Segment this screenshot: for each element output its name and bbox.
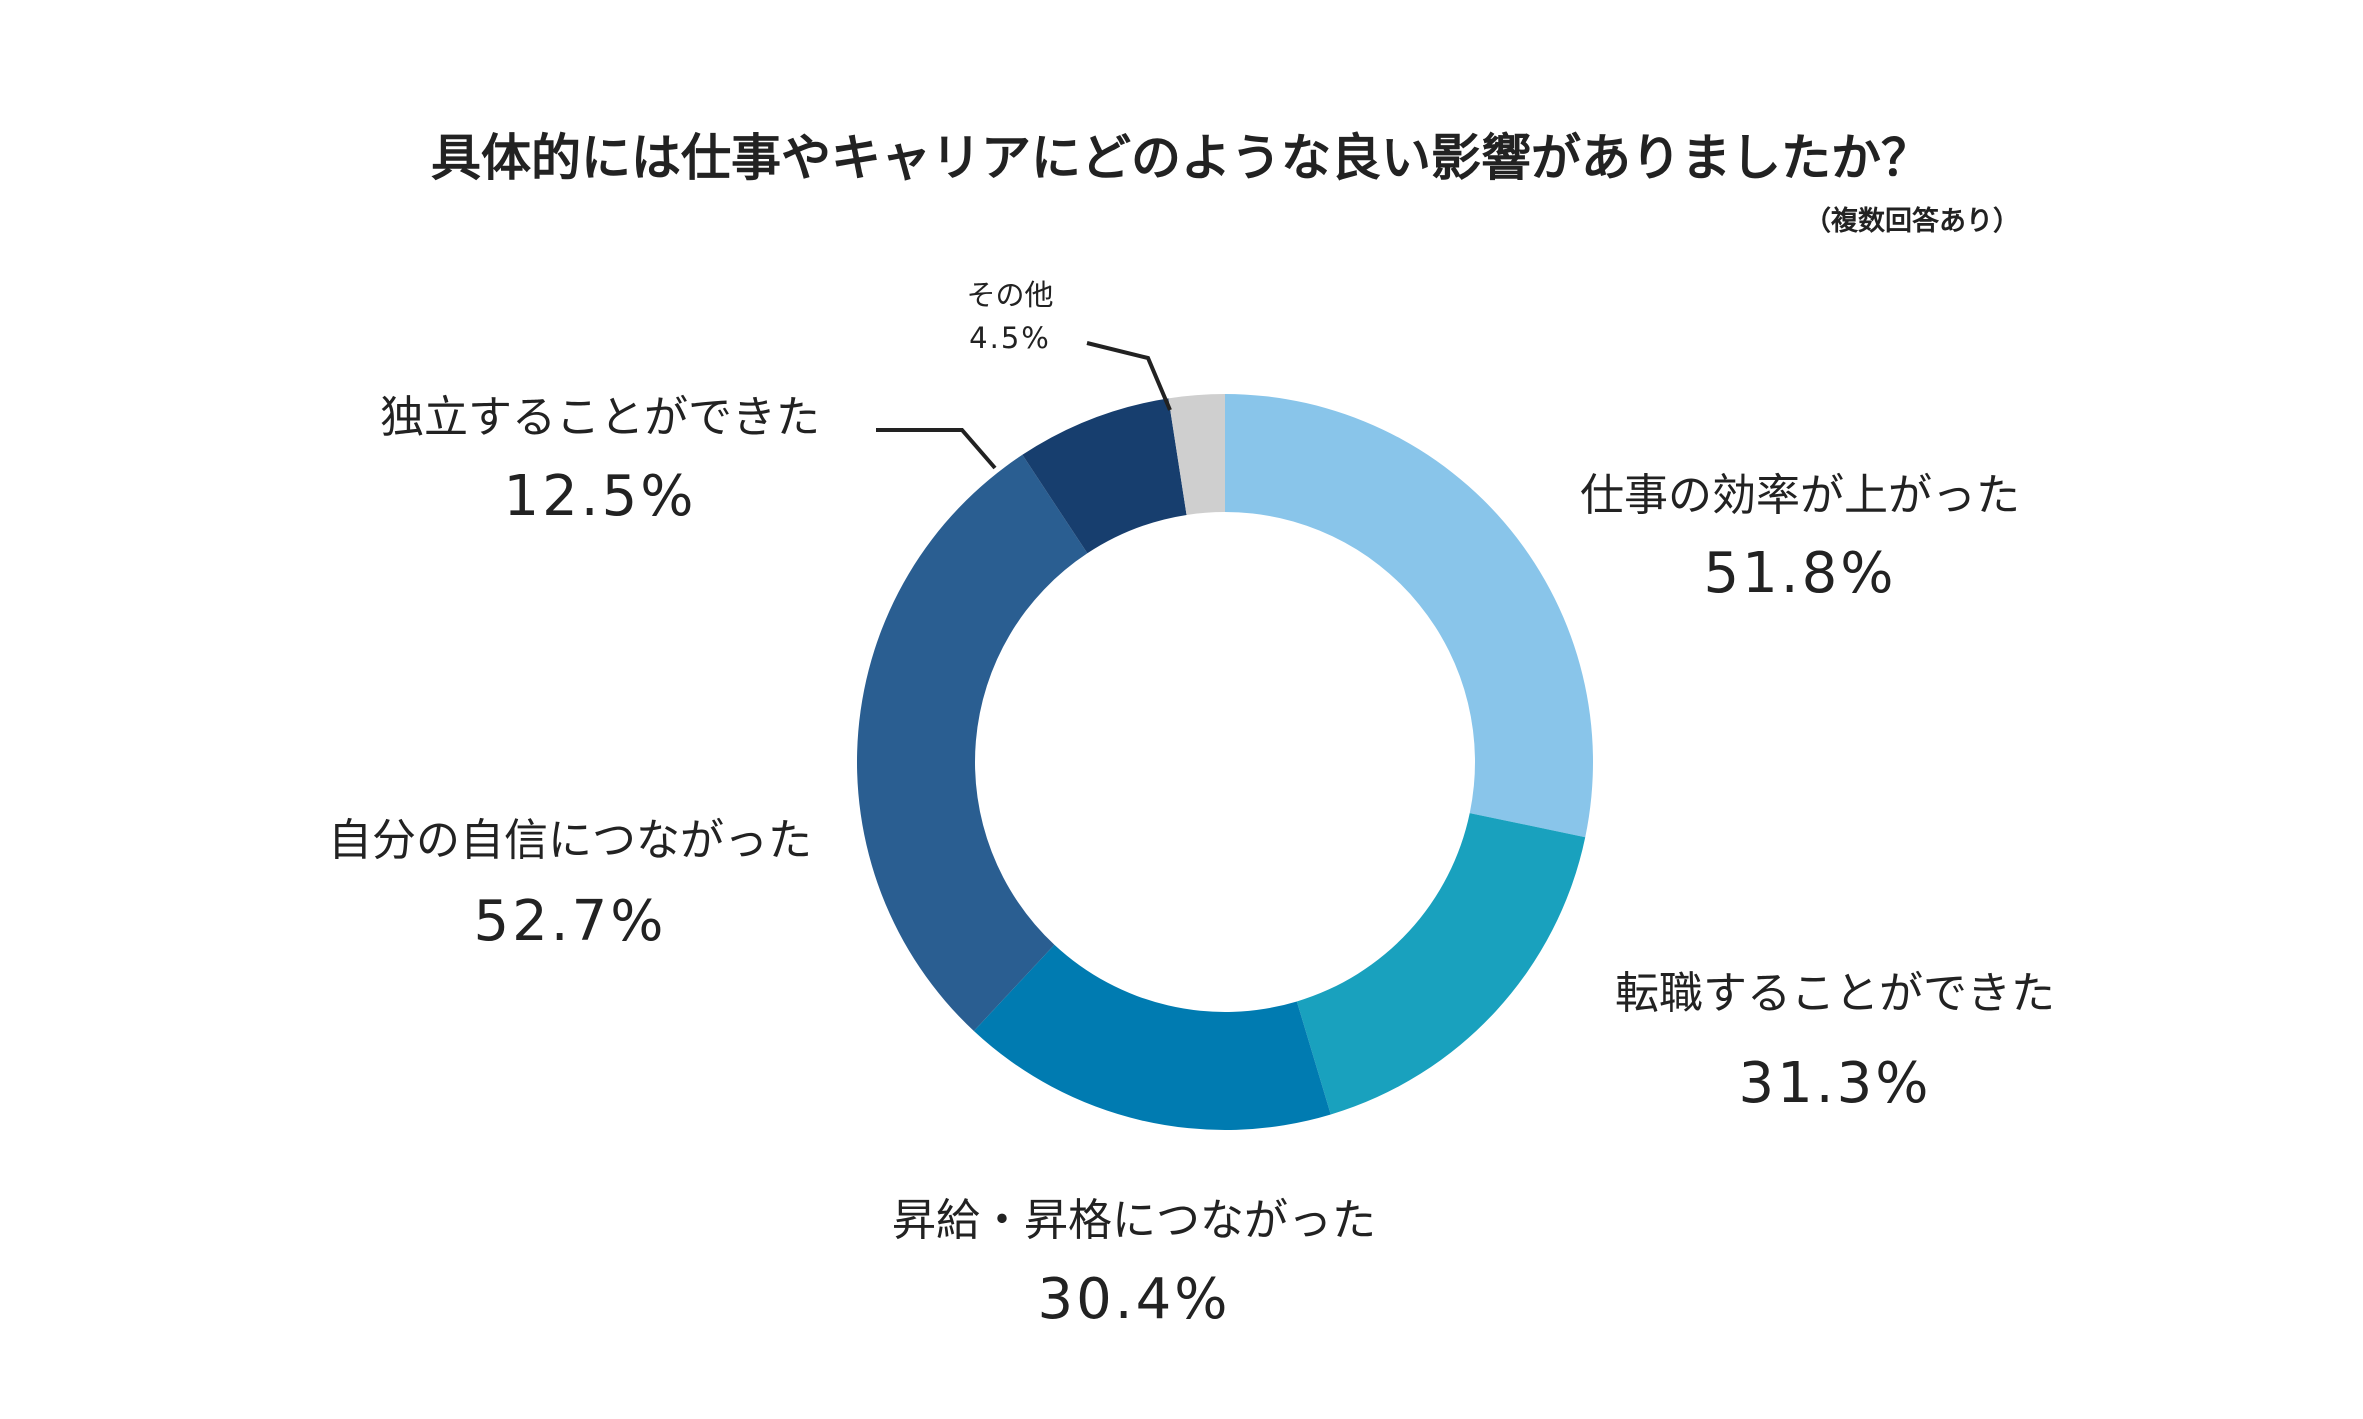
slice-label-confidence: 自分の自信につながった (328, 815, 812, 866)
slice-label-job-change: 転職することができた (1615, 968, 2055, 1019)
donut-slice-5 (1168, 394, 1225, 515)
slice-value-other: 4.5% (969, 321, 1051, 355)
slice-label-other: その他 (966, 278, 1053, 312)
slice-label-efficiency: 仕事の効率が上がった (1580, 470, 2020, 521)
chart-subtitle: （複数回答あり） (1804, 205, 2020, 237)
donut-slice-1 (1296, 813, 1586, 1115)
donut-slice-3 (857, 454, 1088, 1031)
slice-value-confidence: 52.7% (474, 889, 667, 954)
slice-value-job-change: 31.3% (1739, 1051, 1932, 1116)
slice-value-independence: 12.5% (504, 464, 697, 529)
donut-slice-2 (973, 944, 1331, 1130)
donut-slice-4 (1022, 398, 1187, 554)
donut-slice-0 (1225, 394, 1593, 838)
slice-value-promotion: 30.4% (1038, 1267, 1231, 1332)
slice-label-independence: 独立することができた (380, 392, 820, 443)
leader-line-independence (876, 428, 997, 470)
slice-label-promotion: 昇給・昇格につながった (892, 1195, 1376, 1246)
slice-value-efficiency: 51.8% (1704, 541, 1897, 606)
donut-slices (857, 394, 1593, 1130)
chart-title: 具体的には仕事やキャリアにどのような良い影響がありましたか？ (431, 129, 1931, 187)
leader-line-other (1086, 341, 1172, 411)
